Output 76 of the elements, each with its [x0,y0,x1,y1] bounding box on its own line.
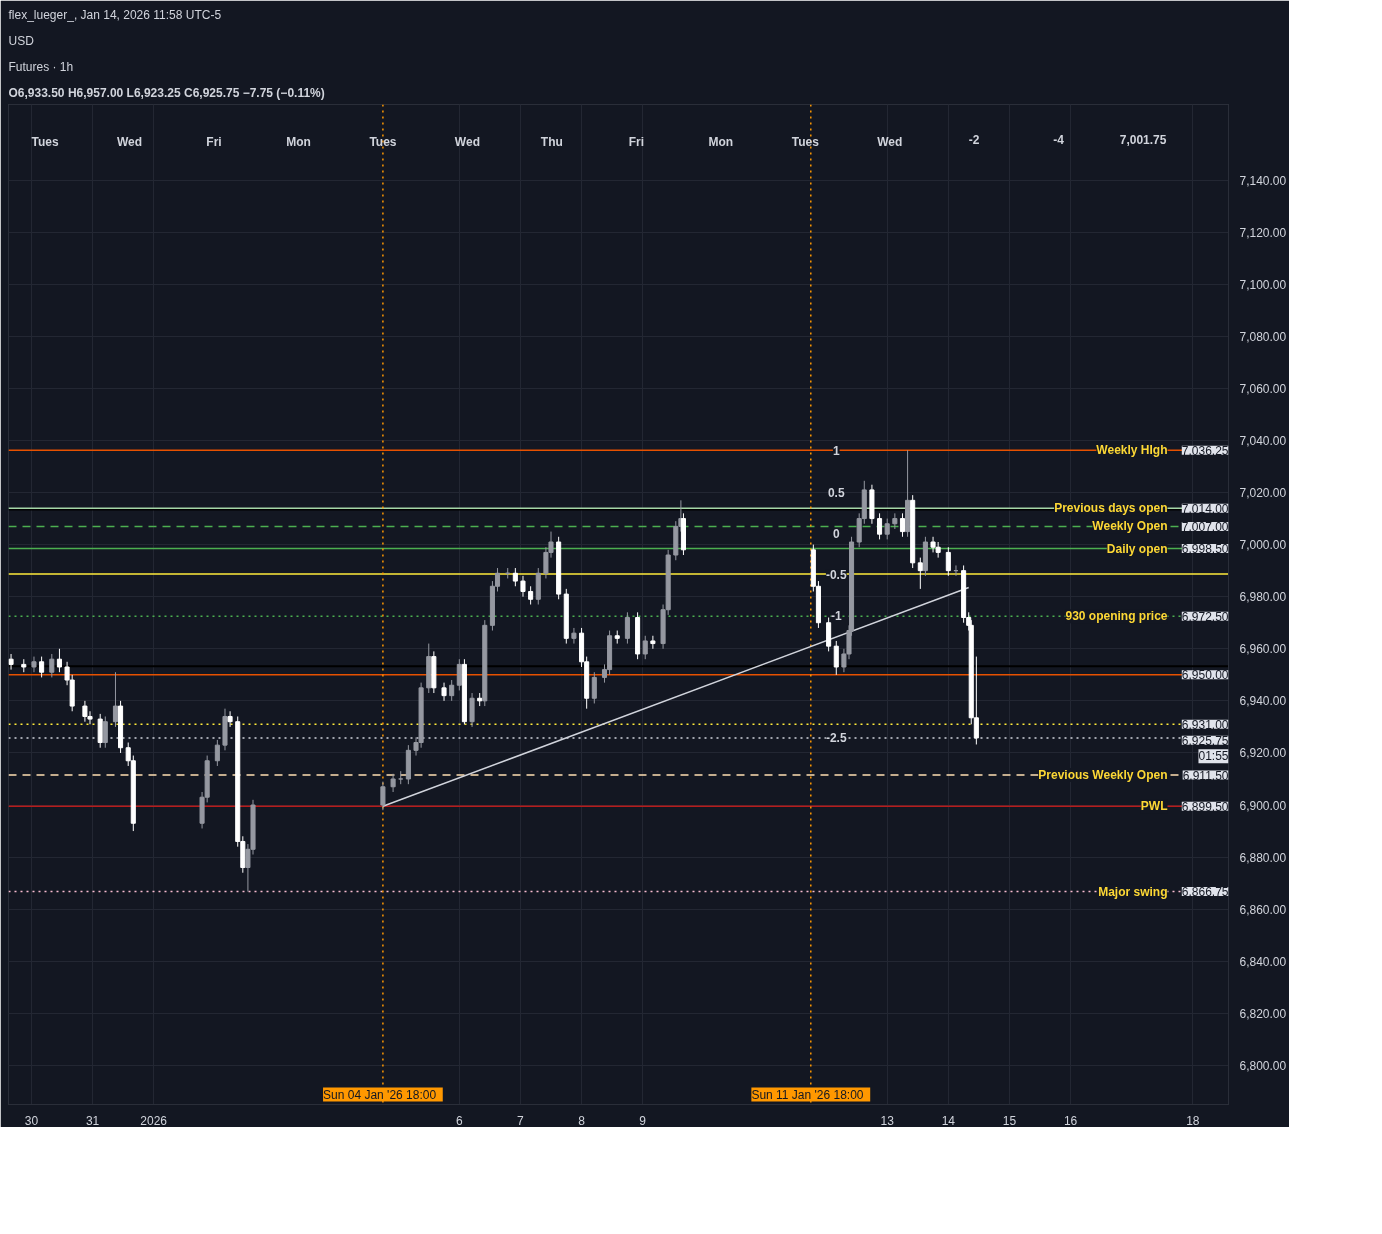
annotation: 7,036.25 [1181,443,1229,458]
annotation: Tues [31,134,59,149]
x-tick-label: 9 [639,1113,647,1128]
y-tick-label: 7,140.00 [1239,173,1287,188]
ref-line-label: Weekly Open [1092,519,1168,534]
annotation: Fri [206,134,222,149]
y-tick-label: 7,060.00 [1239,381,1287,396]
annotation: 1 [832,443,840,458]
ref-line-label: PWL [1140,799,1168,814]
ref-line-label: Sun 11 Jan '26 18:00 [751,1087,864,1102]
ref-line-label: Previous days open [1054,501,1168,516]
annotation: Fri [628,134,645,149]
ref-line-label: 930 opening price [1065,609,1168,624]
y-tick-label: 6,820.00 [1239,1006,1287,1021]
annotation: -2.5 [825,731,847,746]
y-tick-label: 6,860.00 [1239,902,1287,917]
y-tick-label: 7,040.00 [1239,433,1287,448]
x-tick-label: 8 [578,1113,586,1128]
y-tick-label: 7,080.00 [1239,329,1287,344]
annotation: 6,998.50 [1181,542,1229,557]
annotation: Tues [369,134,397,149]
annotation: 6,899.50 [1181,799,1229,814]
y-tick-label: 7,020.00 [1239,486,1287,501]
annotation: -2 [968,132,980,147]
annotation: Mon [708,134,734,149]
annotation: Wed [454,134,480,149]
x-tick-label: 15 [1002,1113,1017,1128]
y-tick-label: 6,980.00 [1239,590,1287,605]
annotation: Thu [540,134,563,149]
annotation: 7,001.75 [1119,132,1167,147]
annotation: 0 [832,527,840,542]
x-tick-label: 2026 [140,1113,168,1128]
text: USD [8,33,35,48]
y-tick-label: 6,960.00 [1239,642,1287,657]
x-tick-label: 13 [880,1113,895,1128]
annotation: 7,007.00 [1181,519,1229,534]
annotation: 6,972.50 [1181,609,1229,624]
annotation: -4 [1053,132,1065,147]
annotation: Mon [286,134,311,149]
annotation: 6,925.75 [1181,733,1229,748]
x-tick-label: 7 [517,1113,525,1128]
y-tick-label: 7,100.00 [1239,277,1287,292]
annotation: 7,014.00 [1181,501,1229,516]
x-tick-label: 31 [85,1113,100,1128]
annotation: 6,950.00 [1181,668,1229,683]
annotation: 01:55 [1198,749,1229,764]
y-tick-label: 6,940.00 [1239,694,1287,709]
text: flex_lueger_, Jan 14, 2026 11:58 UTC-5 [8,7,222,22]
annotation: 0.5 [827,486,845,501]
chart-subtitle: O6,933.50 H6,957.00 L6,923.25 C6,925.75 −7.75 (−0.11%) [8,85,325,100]
annotation: Tues [791,134,820,149]
x-tick-label: 18 [1186,1113,1200,1128]
x-tick-label: 14 [941,1113,956,1128]
y-tick-label: 6,920.00 [1239,746,1287,761]
annotation: 6,866.75 [1181,885,1229,900]
annotation: -1 [830,608,842,623]
ref-line-label: Daily open [1106,541,1168,556]
y-tick-label: 6,800.00 [1239,1058,1287,1073]
x-tick-label: 16 [1063,1113,1078,1128]
ref-line-label: Sun 04 Jan '26 18:00 [323,1087,437,1102]
ref-line-label: Previous Weekly Open [1038,768,1168,783]
annotation: -0.5 [825,567,847,582]
y-tick-label: 6,840.00 [1239,954,1287,969]
y-tick-label: 7,000.00 [1239,538,1287,553]
y-tick-label: 6,880.00 [1239,850,1287,865]
ref-line-label: Weekly HIgh [1096,443,1168,458]
annotation: Wed [877,134,903,149]
annotation: 6,911.50 [1182,768,1229,783]
x-tick-label: 30 [24,1113,39,1128]
y-tick-label: 7,120.00 [1239,225,1287,240]
annotation: Wed [117,134,143,149]
annotation: 6,931.00 [1181,717,1229,732]
y-tick-label: 6,900.00 [1239,798,1287,813]
x-tick-label: 6 [455,1113,463,1128]
chart-title: Futures · 1h [8,59,74,74]
ref-line-label: Major swing [1098,884,1168,899]
